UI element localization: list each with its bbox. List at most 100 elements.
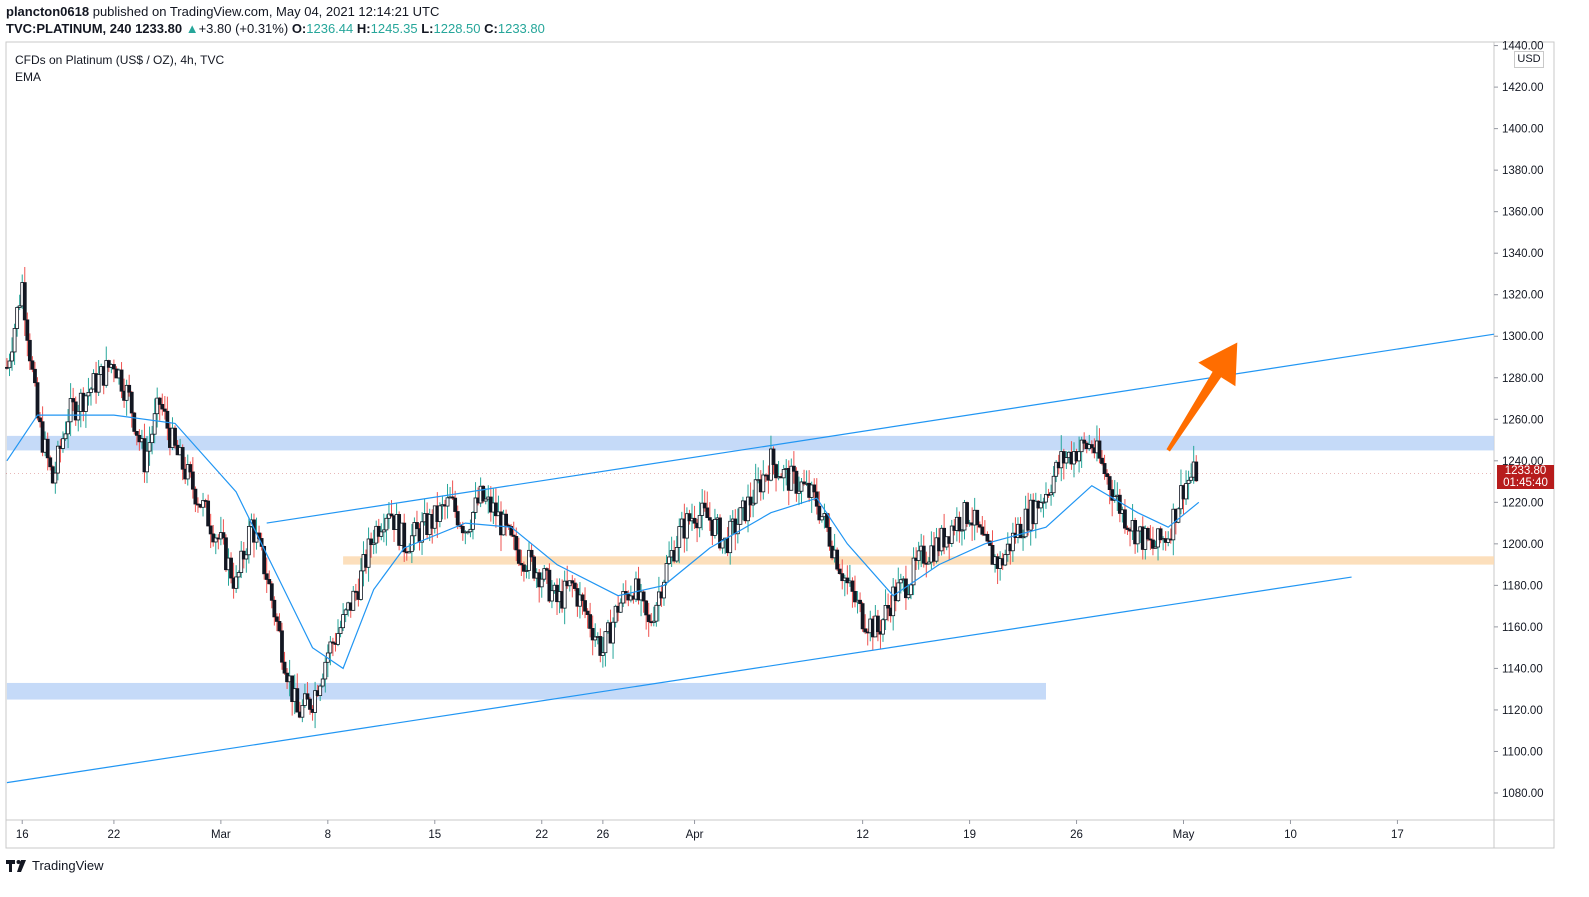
candle-body: [157, 397, 162, 405]
candle-body: [96, 374, 101, 393]
candle-body: [960, 529, 964, 532]
candle-body: [774, 464, 778, 479]
candle-body: [891, 586, 896, 617]
candle-body: [509, 526, 514, 536]
candle-body: [66, 421, 70, 435]
indicator-label[interactable]: EMA: [15, 70, 42, 84]
candle-body: [700, 502, 705, 516]
candle-body: [15, 307, 20, 329]
candle-body: [323, 661, 328, 680]
candle-body: [819, 516, 824, 521]
y-tick-label: 1380.00: [1502, 165, 1544, 177]
x-tick-label: Mar: [211, 829, 231, 841]
candle-body: [1100, 457, 1104, 464]
candle-body: [735, 523, 740, 535]
candle-body: [949, 525, 954, 544]
candle-body: [1158, 528, 1163, 541]
candle-body: [519, 562, 524, 566]
high-value: 1245.35: [370, 21, 418, 36]
candle-body: [272, 599, 277, 618]
candle-body: [876, 615, 880, 633]
candle-body: [420, 521, 424, 543]
footer-brand[interactable]: TradingView: [6, 858, 104, 873]
candle-body: [656, 591, 661, 606]
candle-body: [455, 511, 460, 526]
low-value: 1228.50: [433, 21, 481, 36]
candle-body: [381, 529, 386, 533]
candle-body: [827, 527, 832, 547]
currency-label[interactable]: USD: [1514, 51, 1544, 68]
bar-countdown: 01:45:40: [1503, 476, 1548, 489]
candle-body: [445, 497, 450, 507]
candle-body: [318, 685, 323, 696]
candle-body: [35, 382, 40, 419]
upper-trendline: [266, 333, 1495, 524]
x-tick-label: 26: [596, 829, 609, 841]
candle-body: [898, 579, 903, 584]
candle-body: [343, 609, 348, 615]
candle-body: [1184, 483, 1188, 500]
candle-body: [213, 537, 218, 543]
candle-body: [547, 569, 552, 602]
candle-body: [145, 450, 149, 473]
candle-body: [336, 633, 340, 645]
candle-body: [134, 431, 139, 436]
candle-body: [308, 698, 312, 710]
y-tick-label: 1260.00: [1502, 414, 1544, 426]
candle-body: [83, 395, 88, 412]
candle-body: [585, 610, 590, 615]
bullish-arrow: [1166, 342, 1238, 452]
candle-body: [264, 573, 269, 580]
y-tick-label: 1300.00: [1502, 331, 1544, 343]
candle-body: [1148, 538, 1153, 541]
candle-body: [224, 537, 228, 571]
candle-body: [437, 505, 442, 522]
candle-body: [644, 600, 649, 616]
candle-body: [802, 481, 806, 485]
candle-body: [1110, 489, 1115, 501]
candle-body: [674, 547, 679, 562]
candle-body: [351, 590, 356, 611]
candle-body: [1089, 444, 1094, 449]
candle-body: [450, 496, 455, 499]
candle-body: [511, 534, 516, 537]
candle-body: [1123, 509, 1127, 529]
candle-body: [331, 641, 335, 644]
candle-body: [516, 549, 521, 564]
candle-body: [366, 538, 371, 568]
candle-body: [124, 384, 129, 401]
candle-body: [590, 628, 595, 641]
candle-body: [761, 474, 766, 493]
candle-body: [208, 525, 213, 535]
candle-body: [12, 328, 17, 353]
y-tick-label: 1360.00: [1502, 207, 1544, 219]
close-value: 1233.80: [497, 21, 545, 36]
y-tick-label: 1160.00: [1502, 622, 1543, 634]
low-label: L:: [421, 21, 434, 36]
candle-body: [305, 693, 310, 700]
candle-body: [10, 351, 14, 362]
y-tick-label: 1320.00: [1502, 290, 1544, 302]
candle-body: [40, 421, 45, 453]
candle-body: [73, 401, 78, 421]
candle-body: [338, 627, 343, 634]
candle-body: [588, 614, 593, 629]
candle-body: [1135, 530, 1140, 545]
candle-body: [1079, 439, 1084, 453]
candle-body: [119, 369, 124, 392]
x-tick-label: 10: [1284, 829, 1297, 841]
candle-body: [234, 576, 239, 589]
candle-body: [239, 550, 244, 573]
chart-legend: CFDs on Platinum (US$ / OZ), 4h, TVC EMA: [15, 52, 224, 86]
candle-body: [598, 636, 603, 656]
candle-body: [53, 472, 58, 484]
candle-body: [244, 554, 249, 560]
candle-body: [295, 688, 300, 713]
author-name[interactable]: plancton0618: [6, 4, 90, 19]
candle-body: [524, 570, 529, 572]
candle-body: [583, 600, 587, 612]
candle-body: [746, 496, 750, 522]
candle-body: [799, 481, 804, 492]
y-tick-label: 1340.00: [1502, 248, 1544, 260]
